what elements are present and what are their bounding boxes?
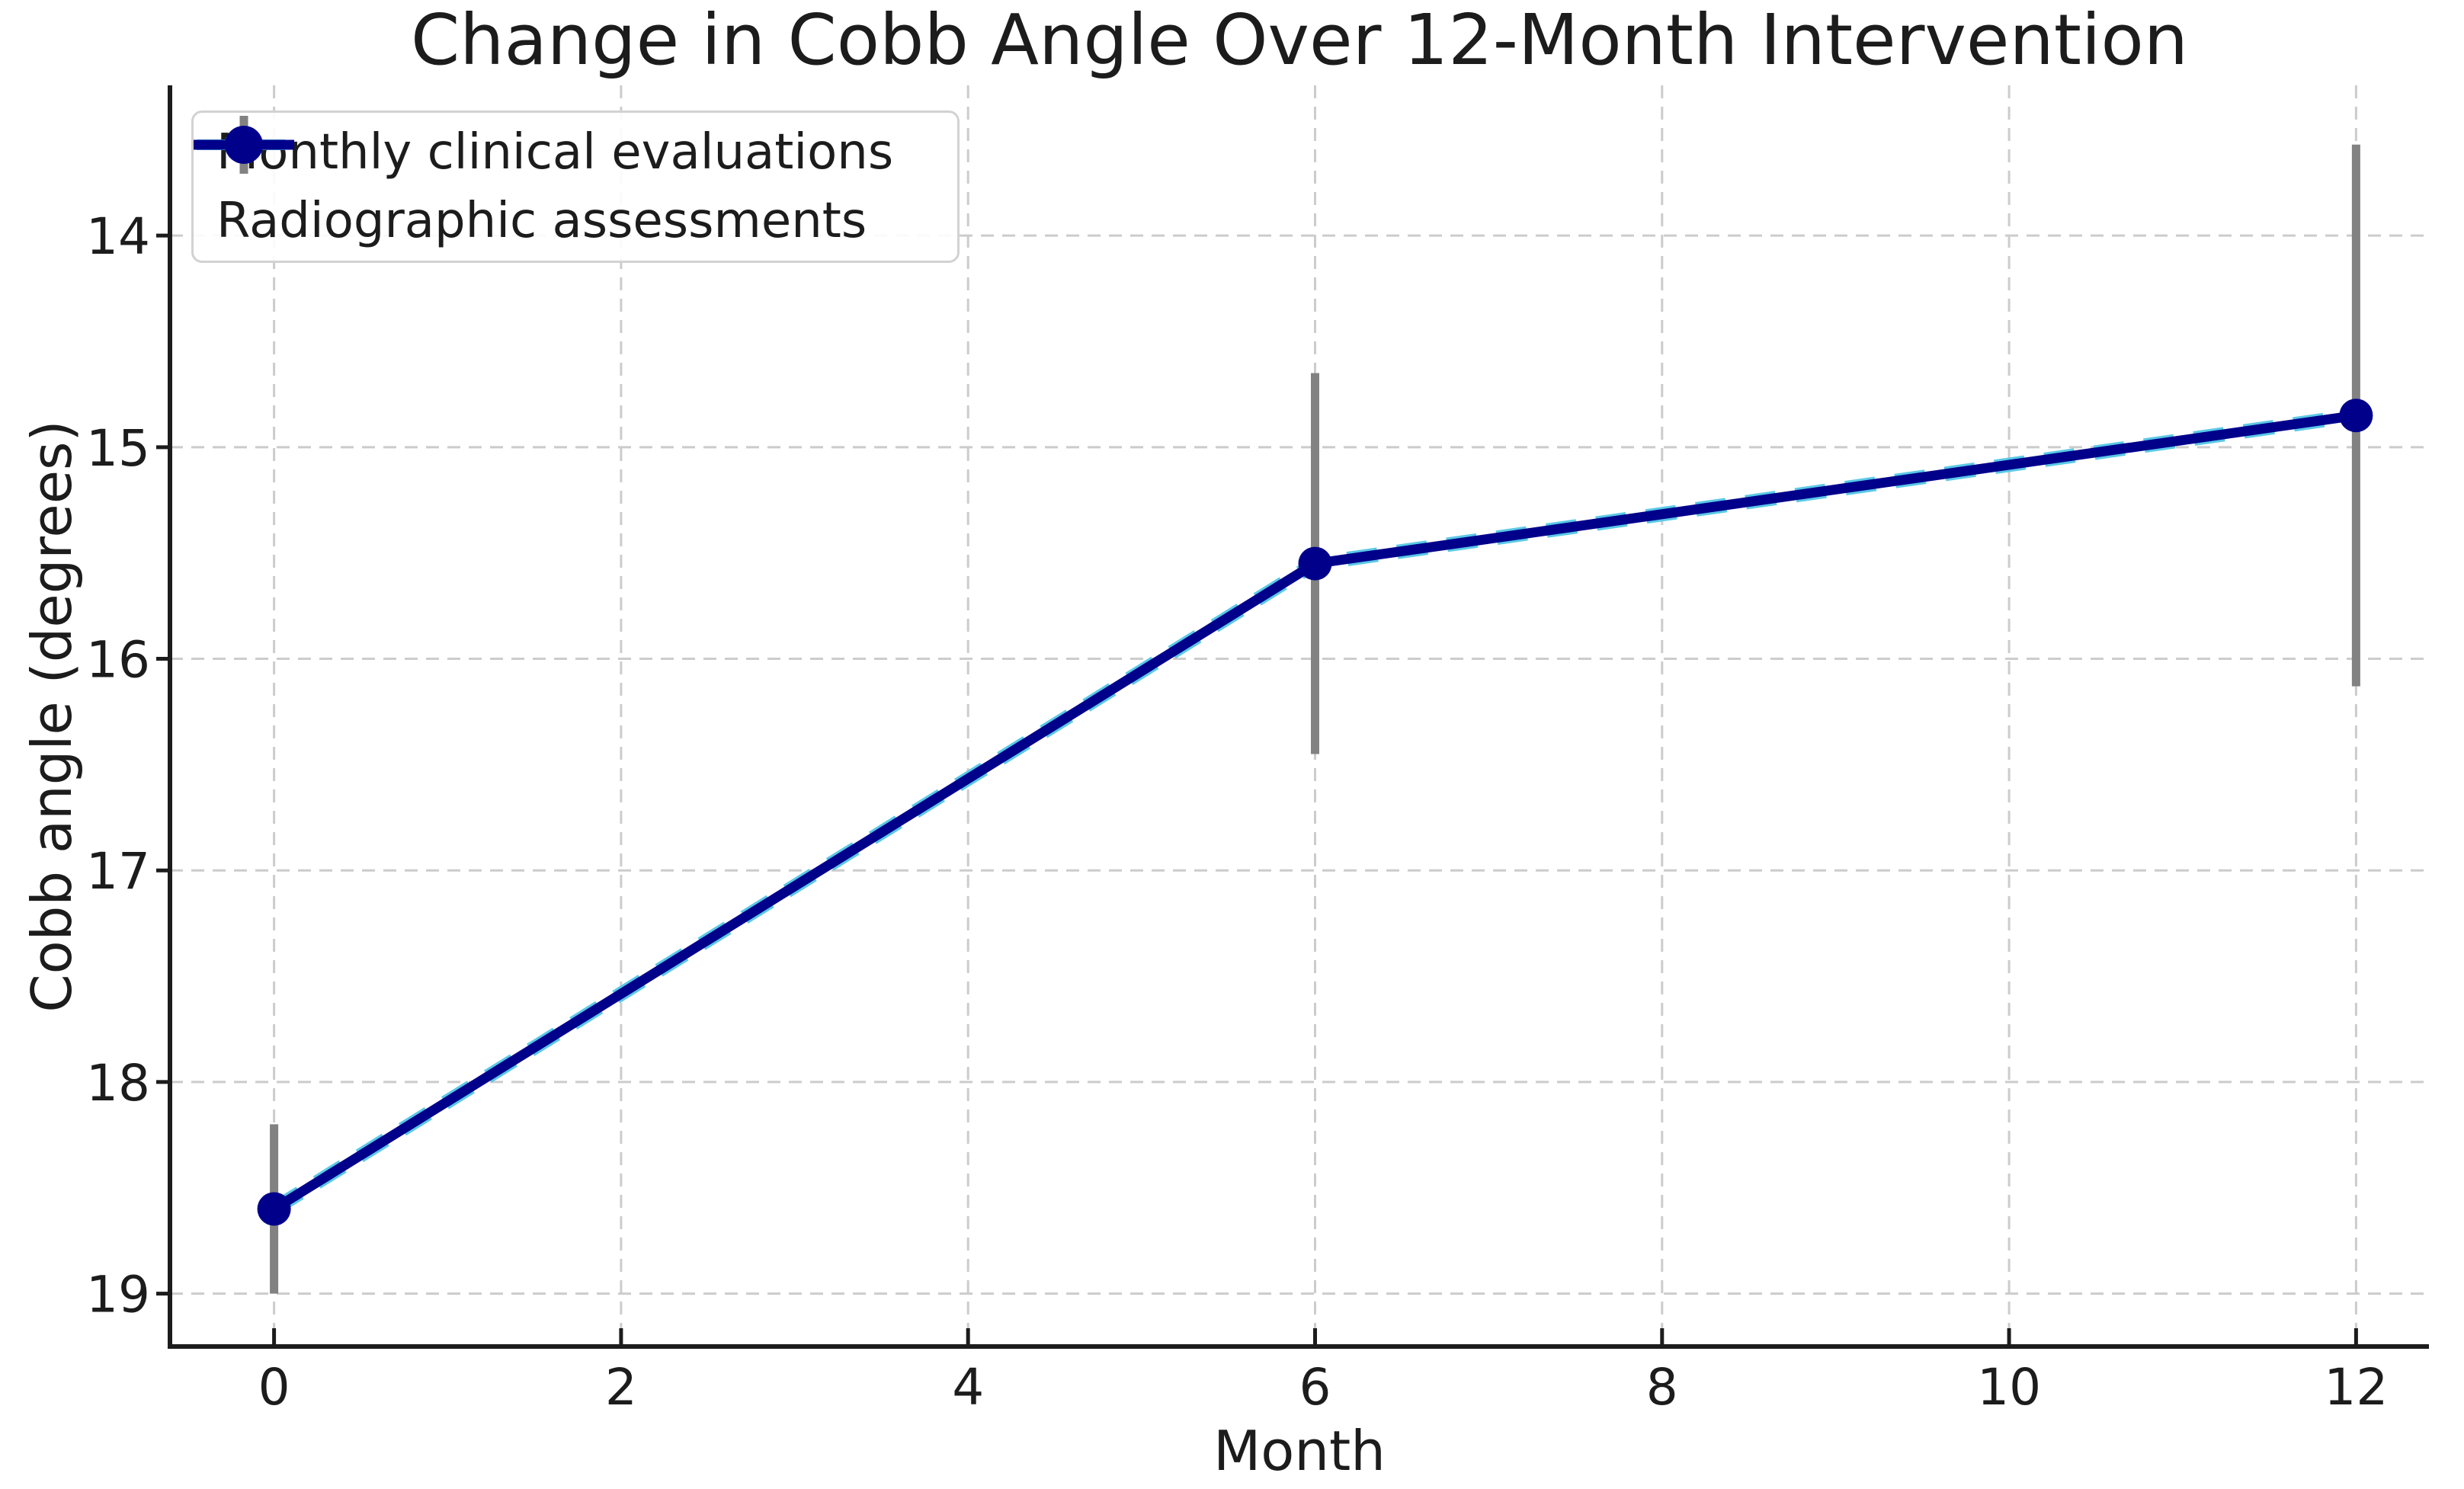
marker-month-0 bbox=[257, 1192, 291, 1226]
x-tick-label-10: 10 bbox=[1977, 1358, 2041, 1417]
x-tick-label-2: 2 bbox=[605, 1358, 637, 1417]
x-tick-label-12: 12 bbox=[2324, 1358, 2388, 1417]
legend-label-radiographic: Radiographic assessments bbox=[216, 193, 867, 249]
x-axis-label: Month bbox=[1213, 1419, 1386, 1483]
x-tick-label-8: 8 bbox=[1646, 1358, 1678, 1417]
marker-line-sample-icon bbox=[194, 116, 294, 174]
y-tick-label-14: 14 bbox=[86, 207, 150, 266]
legend-item-clinical: Monthly clinical evaluations bbox=[197, 120, 934, 184]
marker-month-6 bbox=[1298, 546, 1332, 581]
y-tick-label-17: 17 bbox=[86, 842, 150, 901]
legend-item-radiographic: Radiographic assessments bbox=[194, 116, 934, 253]
y-axis-label: Cobb angle (degrees) bbox=[20, 420, 84, 1013]
x-tick-label-6: 6 bbox=[1299, 1358, 1331, 1417]
legend-label-clinical: Monthly clinical evaluations bbox=[216, 124, 894, 181]
legend: Monthly clinical evaluations Radiographi… bbox=[191, 110, 960, 263]
y-tick-label-15: 15 bbox=[86, 419, 150, 478]
y-tick-label-19: 19 bbox=[86, 1266, 150, 1324]
x-tick-label-0: 0 bbox=[258, 1358, 290, 1417]
y-tick-label-18: 18 bbox=[86, 1054, 150, 1113]
x-tick-label-4: 4 bbox=[952, 1358, 984, 1417]
y-tick-label-16: 16 bbox=[86, 631, 150, 690]
marker-month-12 bbox=[2339, 399, 2373, 433]
chart-title: Change in Cobb Angle Over 12-Month Inter… bbox=[410, 0, 2189, 81]
